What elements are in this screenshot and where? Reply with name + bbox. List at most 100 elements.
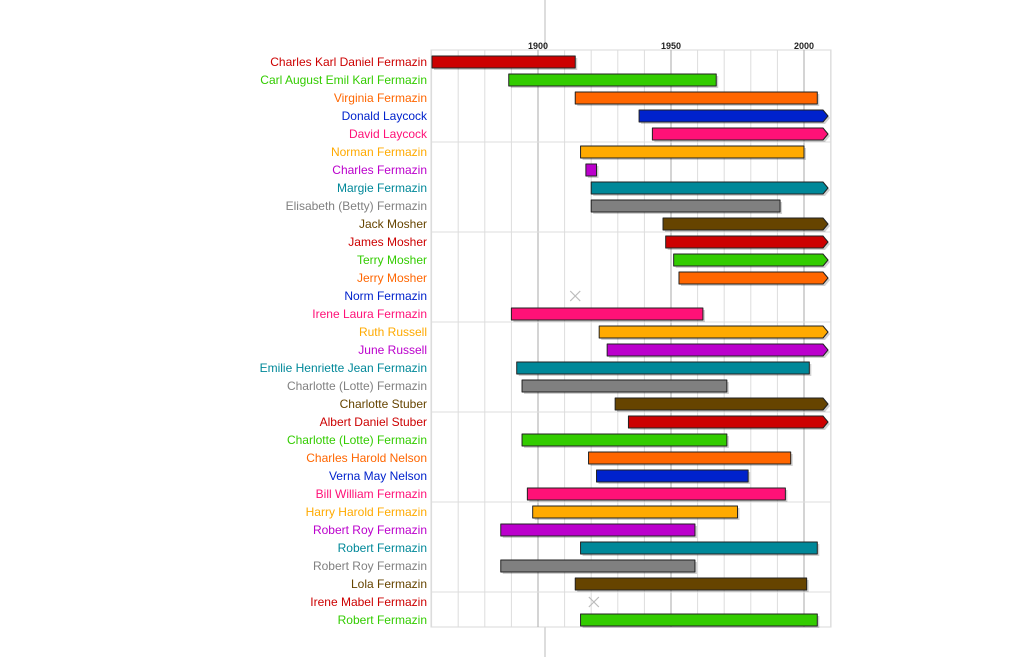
person-name-label: Robert Roy Fermazin xyxy=(313,523,427,537)
bar-body xyxy=(526,487,786,501)
lifespan-bar xyxy=(532,505,740,520)
person-name-label: Robert Fermazin xyxy=(338,541,427,555)
person-name-label: Irene Mabel Fermazin xyxy=(310,595,427,609)
bar-body xyxy=(510,307,704,321)
person-name-label: Charlotte (Lotte) Fermazin xyxy=(287,433,427,447)
lifespan-bar xyxy=(500,523,697,538)
person-name-label: Emilie Henriette Jean Fermazin xyxy=(260,361,427,375)
bar-body xyxy=(590,181,829,195)
lifespan-bar xyxy=(627,415,830,430)
person-name-label: Ruth Russell xyxy=(359,325,427,339)
bar-body xyxy=(500,559,696,573)
lifespan-bar xyxy=(638,109,830,124)
lifespan-bar xyxy=(678,271,830,286)
person-name-label: Charlotte (Lotte) Fermazin xyxy=(287,379,427,393)
person-name-label: Elisabeth (Betty) Fermazin xyxy=(286,199,427,213)
bar-body xyxy=(678,271,829,285)
lifespan-bar xyxy=(665,235,830,250)
lifespan-bar xyxy=(508,73,719,88)
person-name-label: David Laycock xyxy=(349,127,428,141)
bar-body xyxy=(614,397,829,411)
lifespan-bar xyxy=(585,163,599,178)
bar-body xyxy=(521,433,728,447)
lifespan-bar xyxy=(590,181,830,196)
lifespan-bar xyxy=(662,217,830,232)
person-name-label: Irene Laura Fermazin xyxy=(312,307,427,321)
lifespan-bar xyxy=(431,55,578,70)
person-name-label: Donald Laycock xyxy=(342,109,428,123)
bar-body xyxy=(673,253,829,267)
lifespan-bar xyxy=(521,379,729,394)
bar-body xyxy=(598,325,829,339)
person-name-label: Verna May Nelson xyxy=(329,469,427,483)
bar-body xyxy=(638,109,829,123)
lifespan-bar xyxy=(588,451,793,466)
person-name-label: Jerry Mosher xyxy=(357,271,427,285)
bar-body xyxy=(665,235,829,249)
person-name-label: Robert Fermazin xyxy=(338,613,427,627)
lifespan-bar xyxy=(510,307,705,322)
bar-body xyxy=(516,361,810,375)
person-name-label: Terry Mosher xyxy=(357,253,427,267)
bar-body xyxy=(521,379,728,393)
lifespan-bar xyxy=(580,145,806,160)
name-labels: Charles Karl Daniel Fermazin Carl August … xyxy=(260,55,428,627)
bar-body xyxy=(431,55,576,69)
x-axis-ticks: 1900 1950 2000 xyxy=(528,41,814,51)
bar-body xyxy=(596,469,749,483)
bar-body xyxy=(508,73,717,87)
person-name-label: Albert Daniel Stuber xyxy=(320,415,427,429)
lifespan-bar xyxy=(590,199,783,214)
lifespan-bar xyxy=(614,397,830,412)
bar-body xyxy=(580,541,818,555)
bar-body xyxy=(651,127,829,141)
person-name-label: Norm Fermazin xyxy=(344,289,427,303)
x-tick-label: 1950 xyxy=(661,41,681,51)
lifespan-bar xyxy=(606,343,830,358)
x-tick-label: 2000 xyxy=(794,41,814,51)
lifespan-bar xyxy=(596,469,751,484)
person-name-label: June Russell xyxy=(358,343,427,357)
bar-body xyxy=(580,613,818,627)
person-name-label: Virginia Fermazin xyxy=(334,91,427,105)
bar-body xyxy=(662,217,829,231)
person-name-label: Charles Harold Nelson xyxy=(306,451,427,465)
lifespan-bar xyxy=(673,253,830,268)
lifespan-bar xyxy=(516,361,812,376)
lifespan-bar xyxy=(500,559,697,574)
lifespan-bar xyxy=(574,577,809,592)
person-name-label: Robert Roy Fermazin xyxy=(313,559,427,573)
x-tick-label: 1900 xyxy=(528,41,548,51)
lifespan-bar xyxy=(580,613,820,628)
person-name-label: Charlotte Stuber xyxy=(340,397,427,411)
bar-body xyxy=(532,505,738,519)
lifespan-bar xyxy=(580,541,820,556)
unknown-dates-marker xyxy=(588,596,600,608)
person-name-label: Charles Karl Daniel Fermazin xyxy=(270,55,427,69)
bar-body xyxy=(590,199,781,213)
lifespan-bar xyxy=(521,433,729,448)
bar-body xyxy=(585,163,598,177)
person-name-label: Harry Harold Fermazin xyxy=(306,505,427,519)
bar-body xyxy=(574,577,808,591)
person-name-label: Margie Fermazin xyxy=(337,181,427,195)
person-name-label: James Mosher xyxy=(348,235,427,249)
unknown-dates-marker xyxy=(569,290,581,302)
person-name-label: Carl August Emil Karl Fermazin xyxy=(260,73,427,87)
bar-body xyxy=(500,523,696,537)
person-name-label: Charles Fermazin xyxy=(332,163,427,177)
person-name-label: Norman Fermazin xyxy=(331,145,427,159)
bar-body xyxy=(574,91,818,105)
bar-body xyxy=(606,343,829,357)
lifespan-bar xyxy=(651,127,830,142)
person-name-label: Bill William Fermazin xyxy=(316,487,427,501)
lifespan-bar xyxy=(574,91,820,106)
bar-body xyxy=(588,451,792,465)
bar-body xyxy=(627,415,829,429)
lifespan-bars xyxy=(431,55,830,628)
bar-body xyxy=(580,145,805,159)
lifespan-bar xyxy=(526,487,788,502)
person-name-label: Jack Mosher xyxy=(359,217,427,231)
person-name-label: Lola Fermazin xyxy=(351,577,427,591)
